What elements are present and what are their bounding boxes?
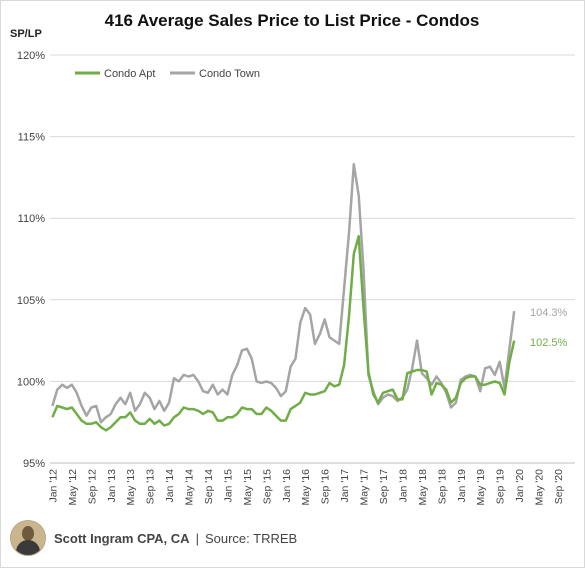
x-tick-label: Jan '18 xyxy=(397,469,409,503)
x-tick-label: Sep '18 xyxy=(436,469,448,504)
x-tick-label: Jan '12 xyxy=(47,469,59,503)
source-text: Source: TRREB xyxy=(204,530,298,546)
y-tick-labels: 95% 100% 105% 110% 115% 120% xyxy=(17,50,45,470)
x-tick-label: May '15 xyxy=(242,469,254,506)
x-tick-label: Jan '15 xyxy=(222,469,234,503)
gridlines xyxy=(50,54,575,464)
footer-separator: | xyxy=(195,530,199,546)
x-tick-label: May '19 xyxy=(475,469,487,506)
legend-label-condo-apt: Condo Apt xyxy=(104,68,155,80)
x-tick-label: May '12 xyxy=(67,469,79,506)
end-label-condo-apt: 102.5% xyxy=(530,337,568,349)
end-label-condo-town: 104.3% xyxy=(530,307,568,319)
x-tick-label: May '16 xyxy=(300,469,312,506)
x-tick-label: Jan '13 xyxy=(106,469,118,503)
x-tick-label: Sep '16 xyxy=(320,469,332,504)
x-tick-label: May '13 xyxy=(125,469,137,506)
x-tick-label: Sep '20 xyxy=(553,469,565,504)
y-tick-label: 100% xyxy=(17,376,45,388)
x-tick-label: May '18 xyxy=(417,469,429,506)
x-tick-label: May '20 xyxy=(534,469,546,506)
avatar xyxy=(10,520,46,556)
chart-title: 416 Average Sales Price to List Price - … xyxy=(105,11,480,30)
y-tick-label: 105% xyxy=(17,295,45,307)
x-tick-label: Jan '14 xyxy=(164,469,176,503)
legend: Condo Apt Condo Town xyxy=(75,68,260,80)
y-tick-label: 95% xyxy=(23,458,45,470)
y-tick-label: 110% xyxy=(18,213,46,225)
series-lines xyxy=(51,163,516,432)
y-tick-label: 115% xyxy=(18,132,46,144)
chart-canvas: 416 Average Sales Price to List Price - … xyxy=(10,11,575,506)
x-tick-label: Sep '12 xyxy=(86,469,98,504)
series-line-condo-town xyxy=(51,163,516,424)
x-tick-label: Sep '14 xyxy=(203,469,215,504)
y-axis-label: SP/LP xyxy=(10,28,42,40)
footer-credit: Scott Ingram CPA, CA | Source: TRREB xyxy=(54,531,297,546)
x-tick-label: Sep '19 xyxy=(495,469,507,504)
x-tick-label: Jan '17 xyxy=(339,469,351,503)
x-tick-label: Jan '19 xyxy=(456,469,468,503)
y-tick-label: 120% xyxy=(17,50,45,62)
footer: Scott Ingram CPA, CA | Source: TRREB xyxy=(10,520,297,556)
legend-label-condo-town: Condo Town xyxy=(199,68,260,80)
x-tick-label: Sep '17 xyxy=(378,469,390,504)
author-name: Scott Ingram CPA, CA xyxy=(54,530,190,546)
x-tick-label: Jan '20 xyxy=(514,469,526,503)
x-tick-label: Sep '13 xyxy=(145,469,157,504)
x-tick-labels: Jan '12 May '12 Sep '12 Jan '13 May '13 Sep '… xyxy=(47,469,565,506)
x-tick-label: May '17 xyxy=(359,469,371,506)
x-tick-label: Jan '16 xyxy=(281,469,293,503)
x-tick-label: May '14 xyxy=(184,469,196,506)
x-tick-label: Sep '15 xyxy=(261,469,273,504)
series-line-condo-apt xyxy=(51,234,516,432)
